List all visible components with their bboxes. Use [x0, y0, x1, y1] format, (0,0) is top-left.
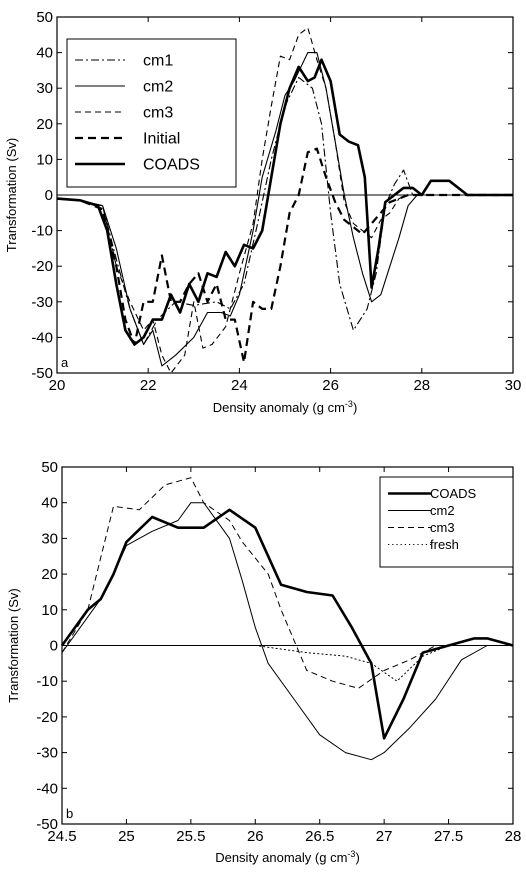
panel-b-xtick-label: 27 — [376, 828, 393, 845]
panel-b-legend-label-fresh: fresh — [430, 537, 459, 552]
panel-b-ytick-label: -10 — [36, 673, 58, 690]
panel-a-chart: -50 -40 -30 -20 -10 0 10 20 30 40 50 20 22 24 26 28 30 De… — [4, 9, 521, 415]
panel-b-ytick-label: 40 — [41, 495, 58, 512]
panel-b-y-axis-label: Transformation (Sv) — [6, 588, 21, 702]
panel-b-legend-label-cm2: cm2 — [430, 503, 455, 518]
panel-b-xtick-label: 26.5 — [305, 828, 334, 845]
panel-a-xtick-label: 24 — [231, 377, 248, 394]
panel-b-ytick-label: 30 — [41, 530, 58, 547]
panel-b-series-cm3 — [61, 477, 513, 689]
panel-a-ytick-label: -20 — [31, 258, 53, 275]
panel-a-xtick-label: 22 — [140, 377, 157, 394]
panel-a-legend-label-cm3: cm3 — [143, 105, 173, 122]
panel-a-legend-box — [66, 38, 237, 188]
panel-a-series-coads — [56, 58, 513, 346]
panel-a-ytick-label: 10 — [36, 151, 53, 168]
panel-b-x-axis-label: Density anomaly (g cm-3) — [215, 849, 360, 865]
panel-a-legend-label-cm1: cm1 — [143, 53, 173, 70]
panel-b-legend-label-coads: COADS — [430, 486, 477, 501]
panel-b-ytick-label: 20 — [41, 566, 58, 583]
panel-b-ytick-label: -50 — [36, 816, 58, 833]
panel-a-ytick-label: 40 — [36, 45, 53, 62]
panel-a-ytick-label: 0 — [45, 187, 53, 204]
panel-b-xtick-label: 24.5 — [47, 828, 76, 845]
panel-a-xtick-label: 30 — [505, 377, 522, 394]
panel-b-panel-letter: b — [66, 806, 73, 821]
panel-b-ytick-label: 50 — [41, 459, 58, 476]
panel-b-ytick-label: -40 — [36, 780, 58, 797]
panel-a-ytick-label: 50 — [36, 9, 53, 26]
panel-a-ytick-label: -40 — [31, 329, 53, 346]
panel-a-legend-label-coads: COADS — [143, 157, 200, 174]
panel-b-legend-label-cm3: cm3 — [430, 520, 455, 535]
panel-b-chart: -50 -40 -30 -20 -10 0 10 20 30 40 50 24.5 25 25.5 26 26… — [6, 459, 521, 865]
panel-b-legend-box — [379, 476, 514, 568]
panel-b-xtick-label: 25 — [118, 828, 135, 845]
panel-b-ytick-label: -30 — [36, 745, 58, 762]
panel-b-xtick-label: 28 — [505, 828, 522, 845]
panel-b-ytick-label: 10 — [41, 602, 58, 619]
panel-b-xtick-label: 27.5 — [434, 828, 463, 845]
panel-a-legend-label-initial: Initial — [143, 131, 180, 148]
panel-b-xtick-label: 25.5 — [176, 828, 205, 845]
panel-a-y-axis-label: Transformation (Sv) — [4, 138, 19, 252]
panel-a-ytick-label: -30 — [31, 294, 53, 311]
panel-b-ytick-label: 0 — [50, 638, 58, 655]
panel-b-series-cm2 — [61, 502, 513, 761]
panel-a-x-axis-label: Density anomaly (g cm-3) — [213, 399, 358, 415]
panel-a-ytick-label: 20 — [36, 116, 53, 133]
panel-a-panel-letter: a — [61, 355, 69, 370]
panel-b-xtick-label: 26 — [247, 828, 264, 845]
panel-a-ytick-label: -10 — [31, 223, 53, 240]
panel-a-ytick-label: 30 — [36, 80, 53, 97]
panel-b-ytick-label: -20 — [36, 709, 58, 726]
panel-a-xtick-label: 20 — [49, 377, 66, 394]
panel-b-series-fresh — [61, 645, 514, 682]
panel-a-series-cm3 — [56, 27, 513, 374]
panel-a-series-cm2 — [56, 52, 513, 367]
panel-a-legend-label-cm2: cm2 — [143, 79, 173, 96]
panel-a-ytick-label: -50 — [31, 365, 53, 382]
panel-a-xtick-label: 28 — [413, 377, 430, 394]
panel-a-xtick-label: 26 — [322, 377, 339, 394]
